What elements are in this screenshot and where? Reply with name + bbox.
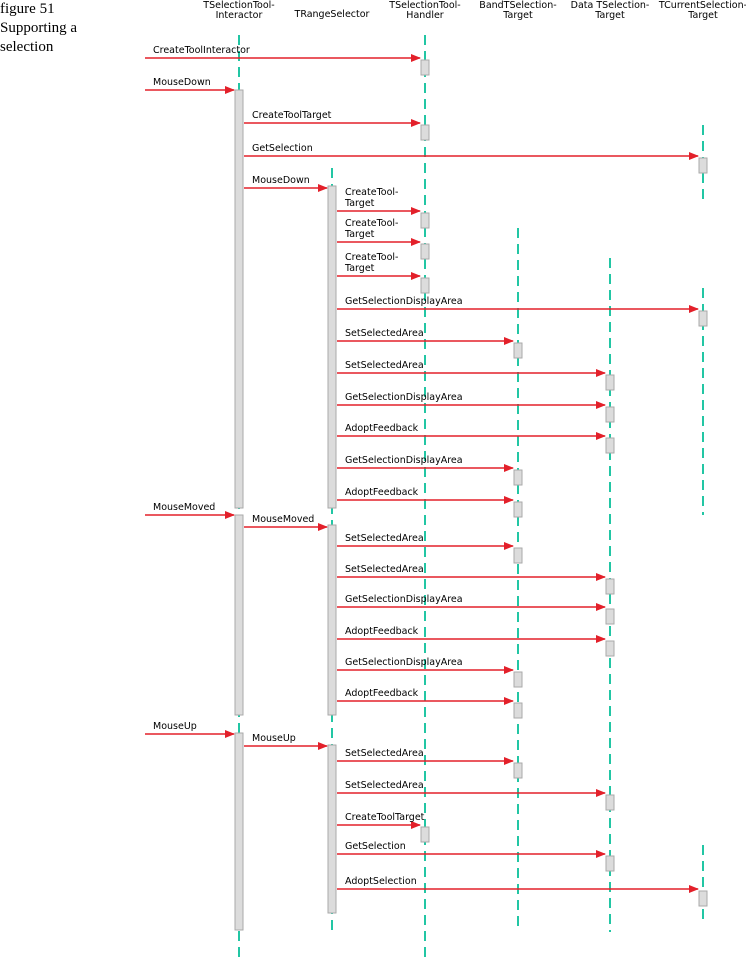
message-label: SetSelectedArea: [345, 328, 424, 339]
message-label: SetSelectedArea: [345, 533, 424, 544]
message-label: SetSelectedArea: [345, 780, 424, 791]
message-label: Target: [344, 229, 375, 240]
activation-box: [420, 277, 430, 294]
activation-box: [513, 501, 523, 518]
activation-box: [420, 826, 430, 843]
activation-box: [605, 640, 615, 657]
activation-box: [605, 437, 615, 454]
message-label: GetSelectionDisplayArea: [345, 296, 463, 307]
activation-box: [513, 702, 523, 719]
activation-box: [605, 406, 615, 423]
message-label: SetSelectedArea: [345, 360, 424, 371]
activation-box: [420, 124, 430, 141]
lifeline-header: Handler: [406, 10, 444, 21]
message-label: GetSelectionDisplayArea: [345, 657, 463, 668]
message-label: CreateTool-: [345, 187, 398, 198]
message-label: AdoptFeedback: [345, 626, 419, 637]
activation-box: [605, 608, 615, 625]
lifeline-header: Target: [502, 10, 533, 21]
activation-box: [420, 212, 430, 229]
lifeline-header: Target: [687, 10, 718, 21]
message-label: AdoptFeedback: [345, 688, 419, 699]
message-label: MouseDown: [252, 175, 310, 186]
message-label: Target: [344, 198, 375, 209]
activation-box: [513, 547, 523, 564]
message-label: MouseMoved: [153, 502, 215, 513]
message-label: AdoptFeedback: [345, 487, 419, 498]
activation-box: [698, 310, 708, 327]
activation-box: [513, 762, 523, 779]
activation-box: [605, 374, 615, 391]
activation: [234, 732, 244, 931]
message-label: CreateToolTarget: [345, 812, 425, 823]
lifeline-header: TCurrentSelection-: [658, 0, 746, 11]
message-label: MouseDown: [153, 77, 211, 88]
lifeline-header: Data TSelection-: [571, 0, 650, 11]
message-label: GetSelectionDisplayArea: [345, 594, 463, 605]
caption-line: Supporting a: [0, 20, 77, 36]
message-label: CreateTool-: [345, 218, 398, 229]
activation-box: [605, 794, 615, 811]
message-label: AdoptFeedback: [345, 423, 419, 434]
message-label: GetSelection: [252, 143, 313, 154]
message-label: SetSelectedArea: [345, 564, 424, 575]
message-label: GetSelection: [345, 841, 406, 852]
message-label: CreateTool-: [345, 252, 398, 263]
lifeline-header: TSelectionTool-: [202, 0, 274, 11]
activation-box: [420, 243, 430, 260]
message-label: CreateToolInteractor: [153, 45, 250, 56]
lifeline-header: Interactor: [216, 10, 263, 21]
activation: [327, 524, 337, 716]
message-label: GetSelectionDisplayArea: [345, 392, 463, 403]
caption-line: figure 51: [0, 1, 55, 17]
activation-box: [513, 671, 523, 688]
activation: [234, 514, 244, 716]
activation-box: [513, 342, 523, 359]
message-label: Target: [344, 263, 375, 274]
lifeline-header: TSelectionTool-: [388, 0, 460, 11]
message-label: MouseMoved: [252, 514, 314, 525]
lifeline-header: Target: [594, 10, 625, 21]
activation-box: [605, 578, 615, 595]
message-label: SetSelectedArea: [345, 748, 424, 759]
message-label: MouseUp: [153, 721, 197, 732]
activation-box: [698, 157, 708, 174]
activation-box: [698, 890, 708, 907]
activation-box: [420, 59, 430, 76]
activation-box: [513, 469, 523, 486]
activation: [327, 185, 337, 509]
lifeline-header: TRangeSelector: [294, 9, 370, 20]
activation: [234, 89, 244, 509]
caption-line: selection: [0, 39, 54, 55]
lifeline-header: BandTSelection-: [479, 0, 556, 11]
message-label: AdoptSelection: [345, 876, 417, 887]
message-label: GetSelectionDisplayArea: [345, 455, 463, 466]
message-label: MouseUp: [252, 733, 296, 744]
message-label: CreateToolTarget: [252, 110, 332, 121]
activation-box: [605, 855, 615, 872]
activation: [327, 744, 337, 914]
